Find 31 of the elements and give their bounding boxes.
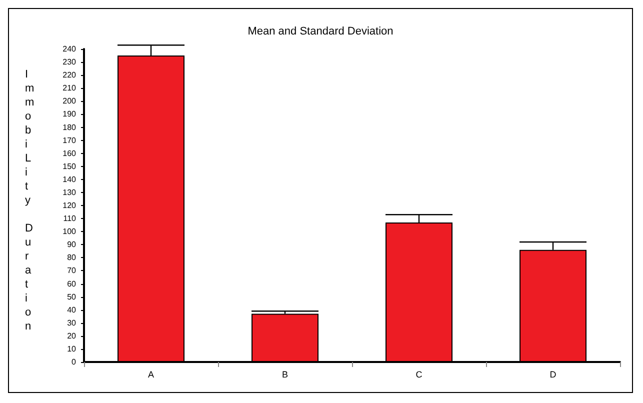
y-tick-label: 220 xyxy=(62,70,77,80)
y-tick-label: 60 xyxy=(67,279,77,288)
y-tick-label: 140 xyxy=(62,174,77,184)
x-tick-label: A xyxy=(148,370,154,380)
y-tick-label: 50 xyxy=(67,292,77,302)
y-tick-label: 110 xyxy=(63,214,77,224)
y-tick-label: 130 xyxy=(62,188,77,197)
y-tick-label: 80 xyxy=(67,253,77,262)
text: ImmobiLity Duration xyxy=(25,68,34,332)
y-tick-label: 210 xyxy=(62,84,77,93)
y-tick-label: 30 xyxy=(67,318,77,328)
y-tick-label: 150 xyxy=(62,162,77,171)
y-tick-label: 0 xyxy=(72,358,77,366)
y-tick-label: 180 xyxy=(62,122,77,132)
y-tick-label: 240 xyxy=(62,44,77,54)
y-tick-label: 230 xyxy=(62,58,77,67)
x-tick-label: C xyxy=(416,370,423,380)
y-tick-label: 70 xyxy=(67,266,77,276)
chart-title: Mean and Standard Deviation xyxy=(248,26,394,38)
x-tick-label: B xyxy=(282,370,288,380)
y-tick-label: 120 xyxy=(62,201,77,210)
y-tick-label: 100 xyxy=(62,227,77,236)
y-tick-label: 40 xyxy=(67,305,77,314)
y-tick-label: 10 xyxy=(67,344,77,354)
y-tick-label: 170 xyxy=(62,136,77,145)
y-tick-label: 200 xyxy=(62,96,77,106)
y-tick-label: 160 xyxy=(62,148,77,158)
x-tick-label: D xyxy=(550,370,557,380)
y-tick-label: 190 xyxy=(62,110,77,119)
y-tick-label: 20 xyxy=(67,331,77,340)
y-tick-label: 90 xyxy=(67,240,77,250)
